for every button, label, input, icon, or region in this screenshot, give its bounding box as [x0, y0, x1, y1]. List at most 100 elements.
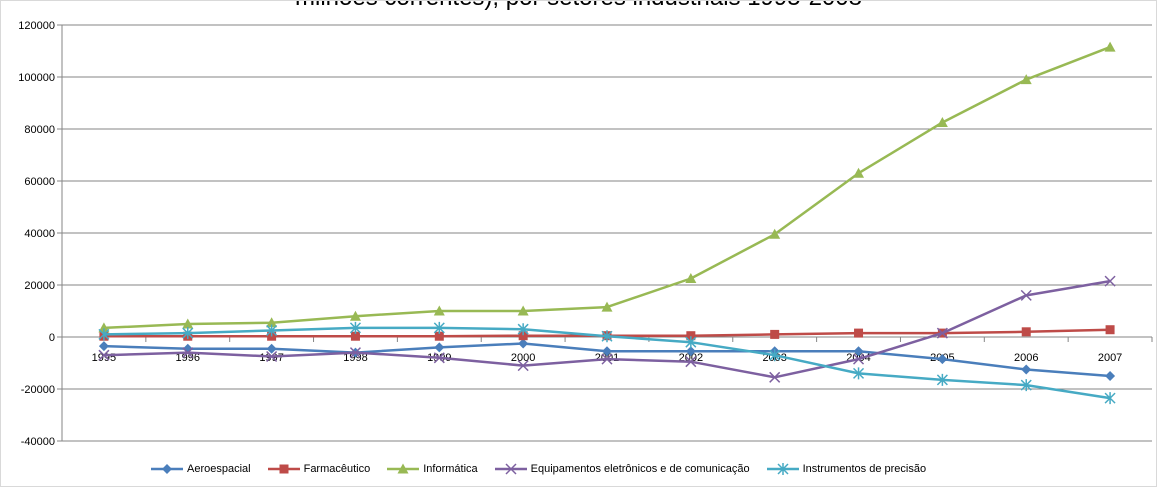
data-point [98, 322, 110, 333]
y-tick-label: -20000 [21, 384, 55, 396]
data-point [98, 328, 110, 341]
data-point [433, 305, 445, 316]
data-point [98, 349, 110, 361]
data-point [349, 347, 361, 359]
data-point [517, 360, 529, 372]
x-tick-label: 1998 [343, 352, 367, 364]
data-point [434, 331, 444, 341]
data-point [518, 331, 528, 341]
legend-label: Farmacêutico [303, 463, 371, 475]
data-point [350, 331, 360, 341]
data-point [936, 117, 948, 127]
data-point [1105, 325, 1115, 335]
y-tick-label: 60000 [24, 176, 55, 188]
x-tick-label: 2007 [1098, 352, 1122, 364]
legend-swatch-marker [162, 464, 172, 474]
chart-title: milhões correntes), por setores industri… [0, 0, 1157, 12]
data-point [685, 346, 696, 357]
legend-swatch-icon [494, 463, 527, 475]
data-point [349, 310, 361, 321]
data-point [98, 341, 109, 352]
data-point [685, 336, 697, 349]
gridlines [62, 24, 1152, 442]
legend-item: Aeroespacial [150, 462, 251, 476]
data-point [769, 371, 781, 383]
legend-label: Informática [423, 463, 478, 475]
x-tick-label: 2006 [1014, 352, 1038, 364]
data-point [266, 324, 278, 337]
y-tick-label: 40000 [24, 228, 55, 240]
legend-swatch-marker [777, 463, 789, 475]
data-point [685, 356, 697, 368]
y-tick-label: 100000 [18, 72, 55, 84]
legend-swatch-icon [151, 464, 183, 474]
data-point [770, 329, 780, 339]
data-point [433, 321, 445, 334]
legend-swatch-marker [505, 463, 517, 475]
data-point [517, 323, 529, 336]
data-point [854, 328, 864, 338]
data-point [1104, 392, 1116, 405]
data-point [601, 301, 613, 312]
legend-label: Instrumentos de precisão [802, 463, 927, 475]
series-line [103, 45, 1111, 330]
y-axis-ticks: -40000 -20000 0 20000 40000 60000 80000 100000 1… [18, 20, 55, 448]
series-instrumentos-de-precis-o [98, 321, 1116, 405]
data-point [1104, 41, 1116, 52]
data-point [182, 318, 194, 329]
data-point [182, 347, 194, 359]
y-tick-label: 120000 [18, 20, 55, 32]
data-point [349, 321, 361, 334]
data-point [853, 353, 865, 365]
x-tick-label: 1997 [259, 352, 283, 364]
data-point [433, 352, 445, 364]
data-point [1105, 371, 1116, 381]
data-point [1020, 289, 1032, 301]
data-point [685, 273, 697, 283]
legend: Aeroespacial Farmacêutico Informática Equip… [150, 459, 942, 479]
data-point [936, 327, 948, 339]
data-point [602, 346, 612, 357]
data-point [518, 338, 529, 349]
series-lines [98, 41, 1116, 405]
data-point [853, 367, 865, 380]
data-point [266, 343, 277, 354]
data-point [1021, 327, 1031, 337]
data-point [769, 228, 781, 239]
legend-item: Informática [386, 462, 478, 476]
data-point [182, 327, 194, 340]
y-tick-label: 20000 [24, 280, 55, 292]
data-point [937, 354, 948, 365]
y-tick-label: -40000 [21, 436, 55, 448]
data-point [266, 317, 278, 328]
data-point [601, 353, 613, 365]
legend-item: Equipamentos eletrônicos e de comunicaçã… [494, 462, 750, 476]
data-point [434, 342, 445, 353]
x-tick-label: 1996 [176, 352, 200, 364]
series-aeroespacial [98, 338, 1116, 381]
data-point [517, 305, 529, 316]
data-point [769, 349, 781, 362]
data-point [601, 330, 613, 343]
data-point [1104, 275, 1116, 287]
y-tick-label: 80000 [24, 124, 55, 136]
legend-swatch-marker [279, 464, 289, 474]
legend-swatch-marker [397, 463, 409, 474]
data-point [266, 350, 278, 363]
data-point [936, 373, 948, 386]
y-tick-label: 0 [49, 332, 55, 344]
data-point [853, 167, 865, 178]
legend-label: Aeroespacial [187, 463, 251, 475]
data-point [1020, 74, 1032, 85]
legend-swatch-icon [387, 463, 420, 474]
data-point [686, 331, 696, 341]
data-point [1020, 379, 1032, 392]
series-inform-tica [98, 41, 1116, 333]
data-point [853, 346, 864, 357]
legend-item: Farmacêutico [267, 462, 371, 476]
legend-item: Instrumentos de precisão [766, 462, 927, 476]
data-point [1021, 364, 1032, 375]
data-point [182, 343, 193, 354]
